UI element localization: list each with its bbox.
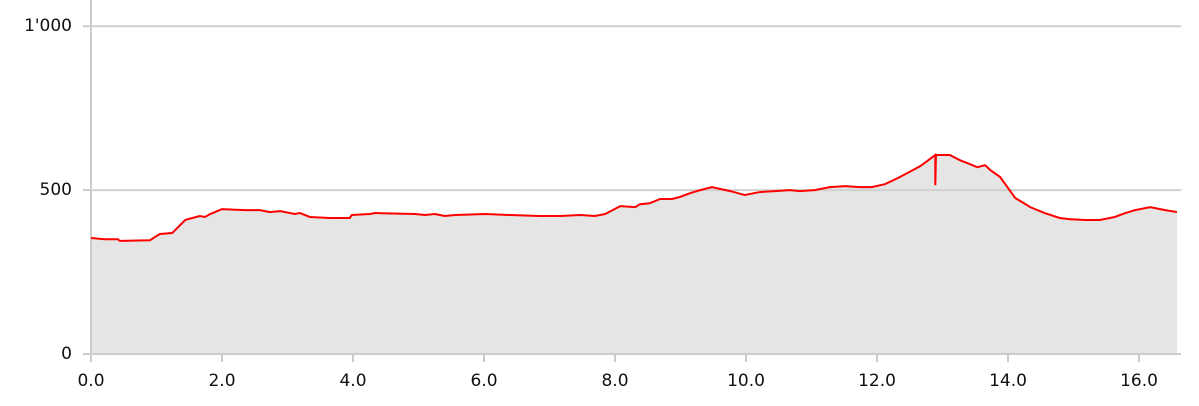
x-tick-label: 16.0 bbox=[1120, 371, 1158, 391]
y-tick-label: 500 bbox=[40, 180, 72, 200]
x-tick-label: 8.0 bbox=[601, 371, 628, 391]
x-tick-label: 14.0 bbox=[989, 371, 1027, 391]
x-tick-label: 10.0 bbox=[727, 371, 765, 391]
x-tick-label: 0.0 bbox=[77, 371, 104, 391]
y-tick-label: 0 bbox=[61, 344, 72, 364]
x-tick-label: 6.0 bbox=[470, 371, 497, 391]
elevation-line bbox=[90, 153, 1178, 242]
elevation-area bbox=[91, 155, 1177, 354]
x-tick-label: 2.0 bbox=[208, 371, 235, 391]
x-tick-label: 12.0 bbox=[858, 371, 896, 391]
x-tick-label: 4.0 bbox=[339, 371, 366, 391]
y-tick-label: 1'000 bbox=[24, 16, 72, 36]
